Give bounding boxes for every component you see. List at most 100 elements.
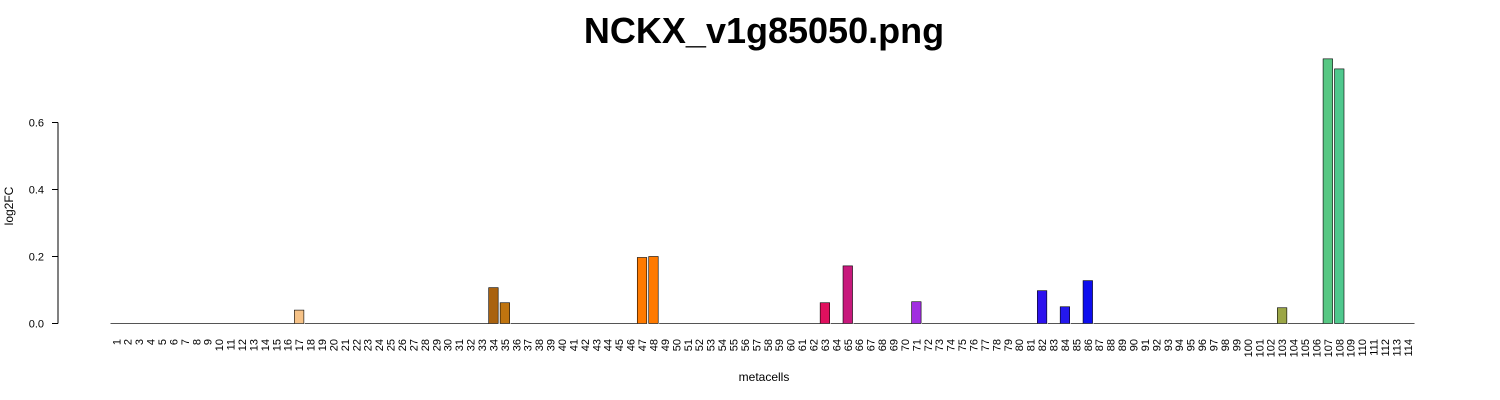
- x-tick-label: 104: [1289, 339, 1301, 357]
- y-axis: 0.0 0.2 0.4 0.6: [29, 118, 59, 331]
- bar-108: [1334, 68, 1345, 324]
- x-tick-label: 44: [603, 339, 615, 351]
- x-axis-label: metacells: [739, 370, 790, 384]
- x-tick-label: 47: [637, 339, 649, 351]
- x-tick-label: 70: [900, 339, 912, 351]
- x-tick-label: 32: [466, 339, 478, 351]
- x-tick-label: 90: [1129, 339, 1141, 351]
- x-tick-label: 10: [214, 339, 226, 351]
- x-tick-label: 18: [306, 339, 318, 351]
- chart-title: NCKX_v1g85050.png: [584, 10, 944, 51]
- x-tick-label: 103: [1277, 339, 1289, 357]
- bar-35: [499, 302, 510, 324]
- x-tick-label: 57: [751, 339, 763, 351]
- y-tick-label: 0.4: [29, 185, 44, 197]
- x-tick-label: 14: [260, 339, 272, 351]
- x-tick-label: 58: [763, 339, 775, 351]
- x-tick-label: 27: [408, 339, 420, 351]
- x-tick-label: 89: [1117, 339, 1129, 351]
- x-tick-label: 67: [866, 339, 878, 351]
- x-tick-label: 22: [351, 339, 363, 351]
- bar-series: [110, 58, 1415, 324]
- x-tick-label: 48: [648, 339, 660, 351]
- x-tick-label: 43: [591, 339, 603, 351]
- x-tick-label: 61: [797, 339, 809, 351]
- x-tick-label: 33: [477, 339, 489, 351]
- bar-71: [911, 301, 922, 324]
- x-tick-label: 42: [580, 339, 592, 351]
- x-tick-label: 55: [728, 339, 740, 351]
- x-tick-label: 81: [1026, 339, 1038, 351]
- x-tick-label: 91: [1140, 339, 1152, 351]
- bar-48: [648, 256, 659, 324]
- x-tick-label: 46: [626, 339, 638, 351]
- x-tick-label: 87: [1094, 339, 1106, 351]
- x-tick-label: 107: [1323, 339, 1335, 357]
- y-axis-label: log2FC: [2, 186, 16, 225]
- x-tick-label: 16: [283, 339, 295, 351]
- x-tick-label: 94: [1174, 339, 1186, 351]
- x-tick-label: 25: [386, 339, 398, 351]
- x-tick-label: 51: [683, 339, 695, 351]
- x-tick-label: 80: [1014, 339, 1026, 351]
- x-tick-label: 37: [523, 339, 535, 351]
- x-tick-label: 92: [1151, 339, 1163, 351]
- x-tick-label: 7: [180, 339, 192, 345]
- x-tick-label: 75: [957, 339, 969, 351]
- x-tick-label: 49: [660, 339, 672, 351]
- x-tick-label: 74: [946, 339, 958, 351]
- x-tick-label: 110: [1357, 339, 1369, 357]
- x-tick-label: 39: [546, 339, 558, 351]
- y-tick-label: 0.0: [29, 319, 44, 331]
- x-tick-label: 101: [1254, 339, 1266, 357]
- x-tick-label: 30: [443, 339, 455, 351]
- x-tick-label: 34: [488, 339, 500, 351]
- x-tick-label: 114: [1403, 339, 1415, 357]
- bar-65: [842, 265, 853, 324]
- x-tick-label: 111: [1369, 339, 1381, 356]
- y-tick-label: 0.2: [29, 252, 44, 264]
- x-tick-label: 85: [1071, 339, 1083, 351]
- x-tick-label: 36: [511, 339, 523, 351]
- x-tick-label: 62: [808, 339, 820, 351]
- x-tick-label: 66: [854, 339, 866, 351]
- x-tick-label: 53: [706, 339, 718, 351]
- x-tick-label: 29: [431, 339, 443, 351]
- y-tick-label: 0.6: [29, 118, 44, 130]
- bar-107: [1322, 58, 1333, 324]
- x-tick-label: 5: [157, 339, 169, 345]
- x-tick-label: 113: [1391, 339, 1403, 357]
- x-tick-label: 28: [420, 339, 432, 351]
- x-tick-label: 21: [340, 339, 352, 351]
- x-tick-label: 106: [1311, 339, 1323, 357]
- x-tick-label: 17: [294, 339, 306, 351]
- bar-86: [1082, 280, 1093, 324]
- x-tick-label: 84: [1060, 339, 1072, 351]
- x-tick-label: 72: [923, 339, 935, 351]
- x-tick-label: 31: [454, 339, 466, 351]
- x-tick-label: 93: [1163, 339, 1175, 351]
- x-tick-label: 63: [820, 339, 832, 351]
- bar-34: [488, 287, 499, 324]
- x-tick-label: 11: [226, 339, 238, 350]
- x-tick-label: 83: [1049, 339, 1061, 351]
- x-tick-label: 108: [1334, 339, 1346, 357]
- x-tick-label: 73: [934, 339, 946, 351]
- x-tick-label: 38: [534, 339, 546, 351]
- x-tick-label: 82: [1037, 339, 1049, 351]
- x-tick-label: 78: [991, 339, 1003, 351]
- x-tick-label: 13: [248, 339, 260, 351]
- x-tick-label: 95: [1186, 339, 1198, 351]
- x-tick-label: 59: [774, 339, 786, 351]
- x-tick-label: 23: [363, 339, 375, 351]
- bar-17: [294, 309, 305, 324]
- x-tick-label: 109: [1346, 339, 1358, 357]
- x-tick-label: 98: [1220, 339, 1232, 351]
- bar-47: [636, 257, 648, 324]
- x-tick-label: 41: [568, 339, 580, 351]
- bar-84: [1059, 306, 1070, 324]
- x-tick-label: 88: [1106, 339, 1118, 351]
- x-tick-label: 1: [111, 339, 123, 345]
- x-tick-label: 26: [397, 339, 409, 351]
